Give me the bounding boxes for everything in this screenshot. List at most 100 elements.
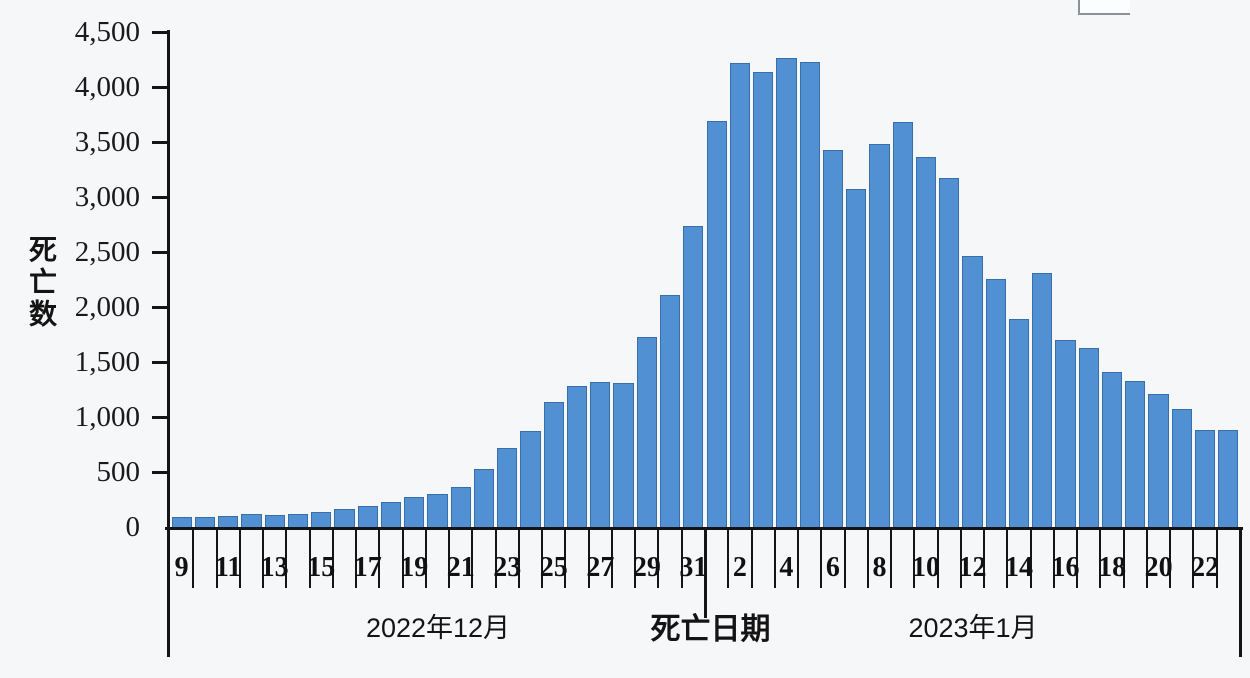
month-label-january: 2023年1月 xyxy=(908,613,1038,643)
x-tick-mark xyxy=(1192,530,1195,588)
y-tick-mark xyxy=(152,251,167,254)
x-tick-label-2: 2 xyxy=(732,552,747,583)
axis-separator xyxy=(1239,530,1242,657)
x-tick-mark xyxy=(494,530,497,588)
x-tick-mark xyxy=(1029,530,1032,588)
x-tick-mark xyxy=(1145,530,1148,588)
x-tick-mark xyxy=(936,530,939,588)
x-tick-mark xyxy=(355,530,358,588)
x-tick-mark xyxy=(680,530,683,588)
bar-day-31 xyxy=(683,226,704,527)
bar-day-10 xyxy=(915,157,937,527)
bar-day-20 xyxy=(1148,394,1169,527)
x-tick-mark xyxy=(448,530,451,588)
y-tick-label-4,000: 4,000 xyxy=(74,71,140,103)
x-tick-label-14: 14 xyxy=(1005,552,1034,583)
bar-day-17 xyxy=(357,506,378,527)
x-tick-mark xyxy=(192,530,195,588)
y-tick-label-500: 500 xyxy=(96,456,141,488)
x-tick-mark xyxy=(424,530,427,588)
x-tick-mark xyxy=(285,530,288,588)
bar-day-23 xyxy=(1218,430,1239,527)
x-tick-mark xyxy=(773,530,776,588)
x-tick-label-8: 8 xyxy=(872,552,887,583)
y-tick-mark xyxy=(152,86,167,89)
y-tick-label-0: 0 xyxy=(125,511,141,543)
x-tick-mark xyxy=(1215,530,1218,588)
y-tick-label-1,000: 1,000 xyxy=(74,401,140,433)
y-tick-label-1,500: 1,500 xyxy=(74,346,140,378)
x-tick-mark xyxy=(610,530,613,588)
bar-day-10 xyxy=(194,517,215,527)
x-tick-label-25: 25 xyxy=(539,552,568,583)
x-tick-label-17: 17 xyxy=(353,552,382,583)
x-tick-mark xyxy=(587,530,590,588)
x-tick-label-19: 19 xyxy=(400,552,429,583)
bar-day-15 xyxy=(311,512,332,527)
x-tick-label-16: 16 xyxy=(1051,552,1080,583)
x-tick-label-15: 15 xyxy=(307,552,336,583)
bar-day-24 xyxy=(520,431,541,527)
x-tick-mark xyxy=(262,530,265,588)
bar-day-11 xyxy=(218,516,239,527)
x-tick-mark xyxy=(913,530,916,588)
x-tick-label-29: 29 xyxy=(632,552,661,583)
y-tick-label-2,000: 2,000 xyxy=(74,291,140,323)
bar-day-6 xyxy=(822,150,844,527)
bar-day-18 xyxy=(1101,372,1123,527)
x-tick-label-6: 6 xyxy=(825,552,840,583)
bar-day-4 xyxy=(776,58,797,527)
x-tick-mark xyxy=(843,530,846,588)
y-tick-mark xyxy=(152,196,167,199)
x-tick-label-12: 12 xyxy=(958,552,987,583)
window-corner-artifact xyxy=(1078,0,1130,15)
bar-day-12 xyxy=(241,514,262,527)
x-tick-mark xyxy=(727,530,730,588)
x-tick-label-4: 4 xyxy=(779,552,794,583)
bar-day-18 xyxy=(380,502,402,527)
y-tick-mark xyxy=(152,306,167,309)
x-tick-mark xyxy=(1052,530,1055,588)
x-tick-label-22: 22 xyxy=(1191,552,1220,583)
x-tick-mark xyxy=(215,530,218,588)
x-tick-mark xyxy=(1122,530,1125,588)
x-tick-mark xyxy=(238,530,241,588)
bar-day-19 xyxy=(1125,381,1146,527)
bar-day-5 xyxy=(799,62,820,527)
x-tick-mark xyxy=(890,530,893,588)
y-tick-label-2,500: 2,500 xyxy=(74,236,140,268)
bar-day-9 xyxy=(171,517,192,527)
bar-day-22 xyxy=(1194,430,1216,527)
bar-day-13 xyxy=(264,515,285,527)
bar-day-13 xyxy=(985,279,1006,527)
x-tick-mark xyxy=(471,530,474,588)
y-tick-mark xyxy=(152,471,167,474)
y-tick-label-3,500: 3,500 xyxy=(74,126,140,158)
bar-day-15 xyxy=(1032,273,1053,527)
bar-day-28 xyxy=(613,383,634,527)
x-tick-label-27: 27 xyxy=(586,552,615,583)
x-axis-line xyxy=(165,527,1243,530)
x-tick-mark xyxy=(750,530,753,588)
bar-day-14 xyxy=(287,514,309,527)
bar-day-17 xyxy=(1078,348,1099,527)
x-tick-mark xyxy=(634,530,637,588)
y-tick-mark xyxy=(152,361,167,364)
bar-day-19 xyxy=(404,497,425,527)
y-tick-mark xyxy=(152,31,167,34)
x-tick-mark xyxy=(564,530,567,588)
x-tick-mark xyxy=(866,530,869,588)
x-tick-mark xyxy=(401,530,404,588)
bar-day-21 xyxy=(450,487,471,527)
x-tick-mark xyxy=(1006,530,1009,588)
x-tick-label-13: 13 xyxy=(260,552,289,583)
x-tick-mark xyxy=(983,530,986,588)
x-tick-label-31: 31 xyxy=(679,552,708,583)
bar-day-3 xyxy=(753,72,774,527)
bar-day-12 xyxy=(962,256,983,527)
x-tick-mark xyxy=(517,530,520,588)
bar-day-29 xyxy=(636,337,657,527)
bar-day-23 xyxy=(497,448,518,527)
x-tick-label-18: 18 xyxy=(1098,552,1127,583)
